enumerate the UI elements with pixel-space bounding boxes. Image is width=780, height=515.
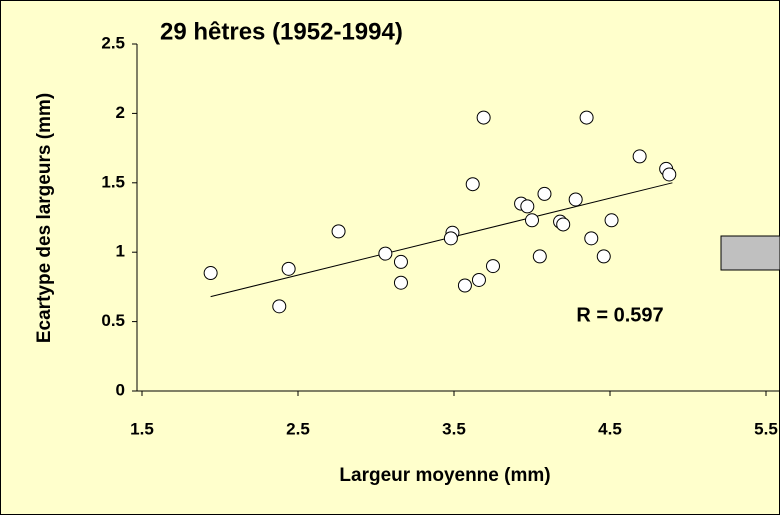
point (584, 231, 599, 246)
point (532, 249, 547, 264)
y-tick-label: 0.5 (101, 311, 125, 330)
point (476, 110, 491, 125)
point (579, 110, 594, 125)
y-tick-label: 1.5 (101, 172, 125, 191)
point (604, 213, 619, 228)
point (465, 177, 480, 192)
y-tick-label: 1 (116, 242, 125, 261)
x-tick-label: 1.5 (130, 419, 154, 438)
point (457, 278, 472, 293)
point (525, 213, 539, 228)
y-axis-label: Ecartype des largeurs (mm) (34, 93, 55, 343)
point (393, 275, 408, 290)
x-axis-label: Largeur moyenne (mm) (339, 465, 550, 486)
annotation: R = 0.597 (576, 304, 663, 326)
point (471, 272, 486, 287)
y-tick-label: 2 (116, 103, 125, 122)
point (568, 192, 583, 207)
point (281, 261, 296, 276)
x-tick-label: 3.5 (442, 419, 466, 438)
point (662, 167, 677, 182)
trendline (210, 182, 673, 298)
point (537, 186, 552, 201)
y-tick-label: 0 (116, 380, 125, 399)
point (632, 149, 647, 164)
point (520, 199, 535, 214)
point (596, 249, 611, 264)
x-tick-label: 4.5 (598, 419, 622, 438)
point (393, 254, 408, 269)
legend-box (720, 235, 780, 271)
point (486, 259, 500, 274)
x-tick-label: 5.5 (754, 419, 778, 438)
x-tick-label: 2.5 (286, 419, 310, 438)
point (272, 299, 287, 314)
chart-title: 29 hêtres (1952-1994) (160, 18, 403, 45)
point (331, 224, 346, 239)
point (378, 246, 393, 261)
point (443, 231, 458, 246)
point (203, 266, 218, 281)
point (556, 217, 571, 232)
y-tick-label: 2.5 (101, 33, 125, 52)
